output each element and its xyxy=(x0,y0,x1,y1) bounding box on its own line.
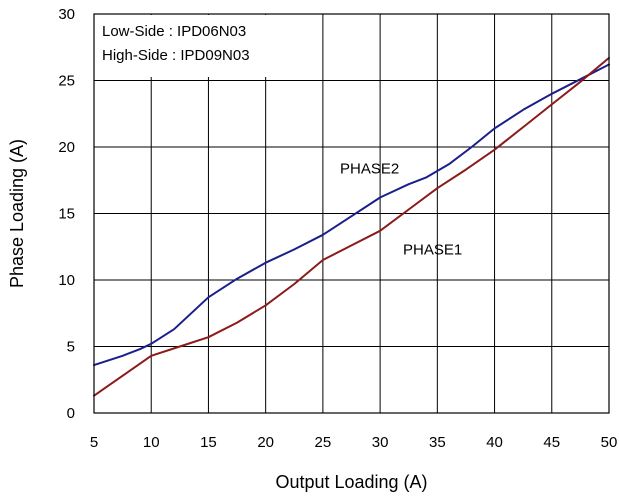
y-tick-label: 10 xyxy=(58,272,75,289)
series-line-phase2 xyxy=(93,63,610,367)
x-tick-label: 5 xyxy=(90,434,98,451)
x-axis-label: Output Loading (A) xyxy=(275,472,427,492)
annotation-phase1: PHASE1 xyxy=(403,242,462,259)
x-tick-label: 45 xyxy=(543,434,560,451)
legend-entry: Low-Side : IPD06N03 xyxy=(102,23,246,40)
x-tick-label: 40 xyxy=(486,434,503,451)
x-tick-label: 50 xyxy=(601,434,618,451)
x-tick-label: 15 xyxy=(200,434,217,451)
y-tick-label: 15 xyxy=(58,206,75,223)
series-group xyxy=(93,56,610,397)
annotations: PHASE2 PHASE1 xyxy=(340,161,462,259)
y-tick-label: 0 xyxy=(67,405,75,422)
y-axis-label: Phase Loading (A) xyxy=(7,139,27,288)
plot-frame xyxy=(93,13,610,414)
y-tick-label: 5 xyxy=(67,339,75,356)
y-tick-label: 20 xyxy=(58,139,75,156)
x-tick-label: 20 xyxy=(257,434,274,451)
legend-box: Low-Side : IPD06N03 High-Side : IPD09N03 xyxy=(95,15,315,77)
series-line-phase1 xyxy=(93,56,610,397)
legend-entry: High-Side : IPD09N03 xyxy=(102,47,250,64)
x-tick-label: 35 xyxy=(429,434,446,451)
y-tick-label: 30 xyxy=(58,6,75,23)
x-tick-label: 30 xyxy=(372,434,389,451)
y-tick-label: 25 xyxy=(58,73,75,90)
legend-background xyxy=(95,15,315,77)
x-tick-label: 10 xyxy=(143,434,160,451)
annotation-phase2: PHASE2 xyxy=(340,161,399,178)
x-tick-label: 25 xyxy=(315,434,332,451)
